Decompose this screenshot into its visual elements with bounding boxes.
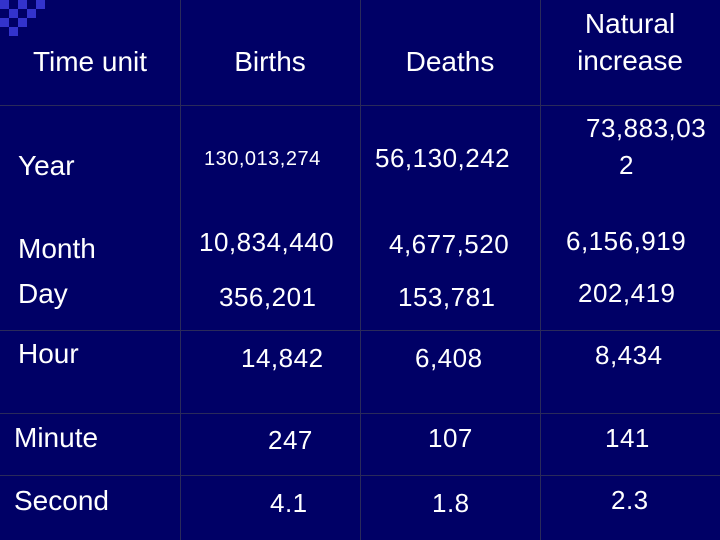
natural-value: 141: [605, 423, 650, 453]
row-label: Second: [14, 485, 109, 516]
header-births: Births: [234, 46, 306, 77]
natural-value-line2: 2: [619, 150, 634, 180]
natural-value: 6,156,919: [566, 226, 687, 256]
header-time-unit: Time unit: [32, 46, 148, 77]
row-label: Minute: [14, 422, 99, 453]
natural-value-line1: 73,883,03: [586, 113, 707, 143]
births-value: 10,834,440: [199, 227, 335, 257]
row-label: Hour: [18, 338, 79, 369]
deaths-value: 6,408: [415, 343, 483, 373]
natural-value: 2.3: [611, 485, 649, 515]
deaths-value: 56,130,242: [375, 143, 511, 173]
births-value: 356,201: [219, 282, 317, 312]
births-value: 14,842: [241, 343, 324, 373]
header-natural-line2: increase: [577, 45, 683, 76]
deaths-value: 1.8: [432, 488, 470, 518]
natural-value: 8,434: [595, 340, 663, 370]
births-value: 130,013,274: [204, 148, 321, 170]
row-label: Month: [18, 233, 96, 264]
header-deaths: Deaths: [405, 46, 495, 77]
header-natural-line1: Natural: [584, 8, 676, 39]
row-label: Year: [18, 150, 75, 181]
deaths-value: 107: [428, 423, 473, 453]
row-label: Day: [18, 278, 68, 309]
deaths-value: 4,677,520: [389, 229, 510, 259]
deaths-value: 153,781: [398, 282, 496, 312]
births-value: 247: [268, 425, 313, 455]
births-value: 4.1: [270, 488, 308, 518]
natural-value: 202,419: [578, 278, 676, 308]
